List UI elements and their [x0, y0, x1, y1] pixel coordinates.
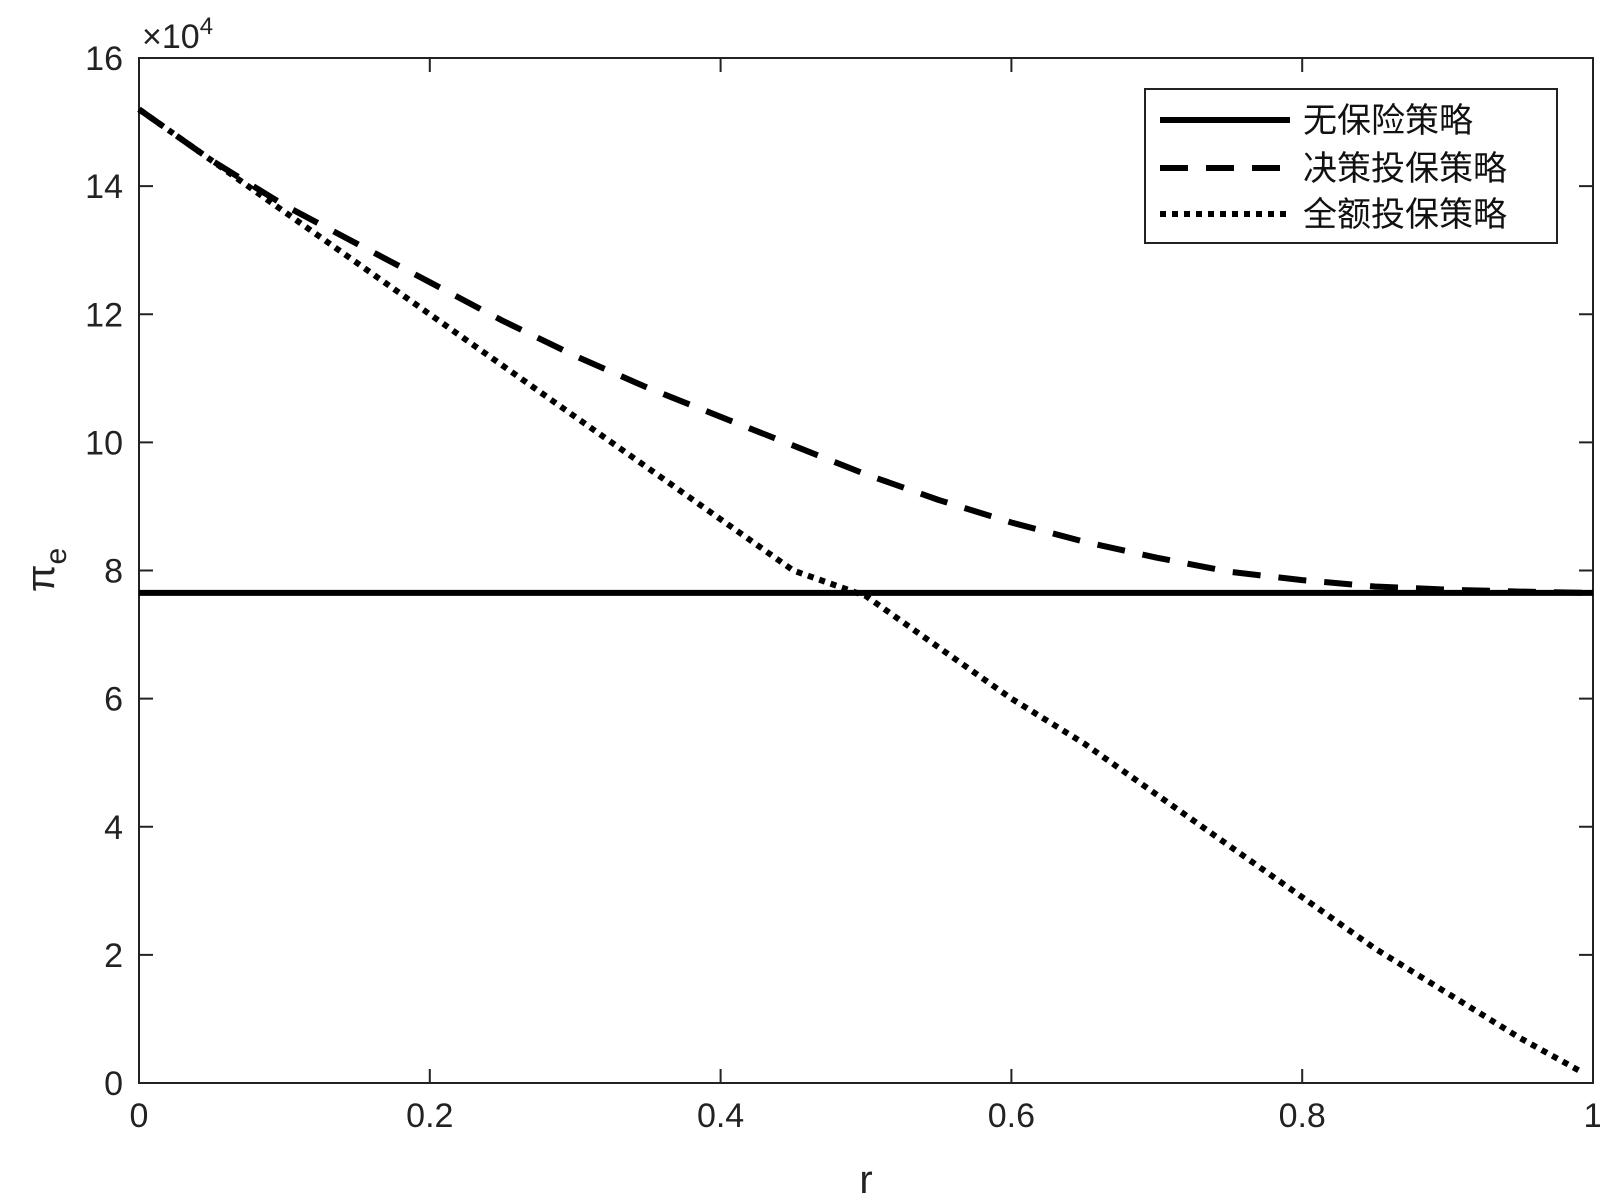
series-line-dotted [137, 106, 1580, 1073]
legend-label-full-insurance: 全额投保策略 [1303, 195, 1507, 235]
y-axis-label-main: π [19, 565, 63, 593]
axis-exponent-label: ×104 [142, 13, 213, 56]
x-axis-label: r [859, 1158, 872, 1200]
x-tick-label: 0 [130, 1097, 149, 1135]
series-line-dashed [137, 106, 1594, 596]
legend-label-no-insurance: 无保险策略 [1303, 101, 1473, 141]
x-tick-label: 0.4 [697, 1097, 744, 1135]
exponent-base: ×10 [142, 18, 200, 56]
y-axis-label-sub: e [40, 548, 73, 565]
series-layer [137, 106, 1594, 1073]
exponent-power: 4 [200, 13, 213, 40]
svg-text:πe: πe [19, 548, 73, 592]
x-tick-label: 1 [1584, 1097, 1600, 1135]
y-tick-label: 6 [104, 681, 123, 719]
svg-text:×104: ×104 [142, 13, 213, 56]
y-tick-label: 0 [104, 1065, 123, 1103]
y-tick-label: 10 [85, 424, 123, 462]
y-tick-label: 16 [85, 40, 123, 78]
y-axis-label: πe [19, 548, 73, 592]
x-tick-label: 0.8 [1279, 1097, 1326, 1135]
y-tick-label: 12 [85, 296, 123, 334]
legend: 无保险策略 决策投保策略 全额投保策略 [1144, 88, 1558, 244]
y-tick-label: 4 [104, 809, 123, 847]
x-tick-label: 0.2 [406, 1097, 453, 1135]
y-tick-label: 14 [85, 168, 123, 206]
legend-label-decision-insurance: 决策投保策略 [1303, 149, 1507, 189]
x-tick-label: 0.6 [988, 1097, 1035, 1135]
y-tick-label: 2 [104, 937, 123, 975]
y-tick-label: 8 [104, 553, 123, 591]
